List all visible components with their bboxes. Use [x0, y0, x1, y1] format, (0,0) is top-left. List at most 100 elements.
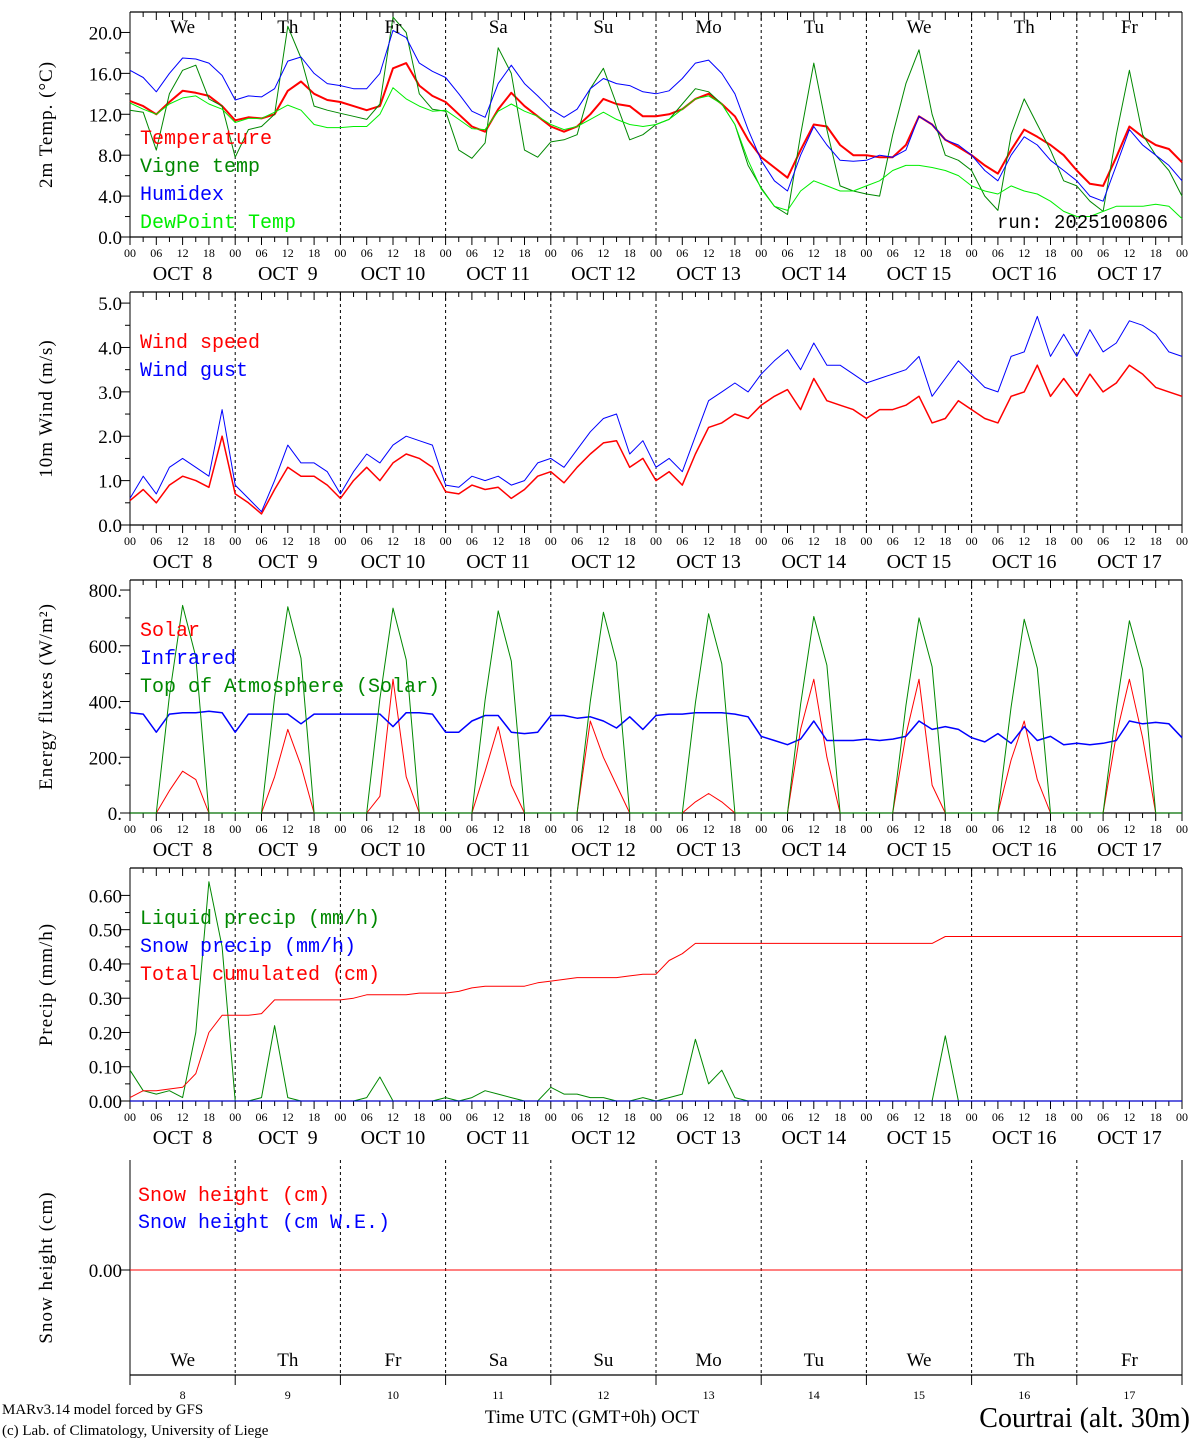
hour-label: 06 [782, 1110, 794, 1124]
legend-entry: Snow height (cm W.E.) [138, 1212, 390, 1235]
hour-label: 12 [282, 822, 294, 836]
hour-label: 12 [387, 534, 399, 548]
day-number: 10 [387, 1388, 399, 1402]
hour-label: 12 [808, 1110, 820, 1124]
hour-label: 06 [782, 246, 794, 260]
y-axis-label: 2m Temp. (°C) [36, 61, 57, 188]
hour-label: 18 [1045, 822, 1057, 836]
hour-label: 12 [1123, 1110, 1135, 1124]
date-label: OCT 16 [992, 839, 1057, 861]
hour-label: 00 [1071, 822, 1083, 836]
hour-label: 12 [177, 534, 189, 548]
y-tick-label: 12.0 [89, 105, 122, 126]
legend-entry: Snow height (cm) [138, 1185, 330, 1208]
date-label: OCT 11 [466, 1127, 530, 1149]
hour-label: 18 [624, 534, 636, 548]
hour-label: 12 [597, 1110, 609, 1124]
hour-label: 00 [1071, 534, 1083, 548]
date-label: OCT 10 [361, 551, 426, 573]
date-label: OCT 13 [676, 263, 741, 285]
hour-label: 00 [124, 822, 136, 836]
panel-3 [120, 579, 1183, 821]
hour-label: 00 [124, 1110, 136, 1124]
date-label: OCT 9 [258, 263, 318, 285]
hour-label: 00 [229, 246, 241, 260]
hour-label: 00 [1176, 822, 1188, 836]
hour-label: 12 [703, 1110, 715, 1124]
y-tick-label: 20.0 [89, 23, 122, 44]
hour-label: 12 [492, 1110, 504, 1124]
weekday-label: We [907, 17, 932, 38]
hour-label: 18 [834, 822, 846, 836]
day-number: 15 [913, 1388, 925, 1402]
y-tick-label: 0.20 [89, 1023, 122, 1044]
hour-label: 12 [282, 246, 294, 260]
hour-label: 06 [1097, 534, 1109, 548]
hour-label: 00 [966, 822, 978, 836]
day-number: 12 [597, 1388, 609, 1402]
panel-5 [120, 1160, 1183, 1385]
hour-label: 12 [492, 534, 504, 548]
y-tick-label: 0.0 [98, 516, 122, 537]
weekday-label: Th [277, 17, 299, 38]
date-label: OCT 9 [258, 551, 318, 573]
weekday-label: Fr [385, 17, 403, 38]
hour-label: 18 [1150, 246, 1162, 260]
y-axis-label: Energy fluxes (W/m²) [36, 603, 57, 790]
date-label: OCT 16 [992, 1127, 1057, 1149]
date-label: OCT 8 [153, 263, 213, 285]
hour-label: 00 [334, 246, 346, 260]
date-label: OCT 9 [258, 839, 318, 861]
hour-label: 12 [703, 822, 715, 836]
weekday-label: Fr [1121, 17, 1139, 38]
hour-label: 00 [334, 1110, 346, 1124]
hour-label: 18 [624, 246, 636, 260]
series-line-humidex [129, 29, 1183, 202]
hour-label: 18 [203, 1110, 215, 1124]
date-label: OCT 15 [887, 1127, 952, 1149]
date-label: OCT 13 [676, 839, 741, 861]
hour-label: 06 [1097, 822, 1109, 836]
hour-label: 00 [440, 1110, 452, 1124]
hour-label: 18 [939, 246, 951, 260]
hour-label: 12 [177, 822, 189, 836]
hour-label: 06 [782, 534, 794, 548]
lab-credit: (c) Lab. of Climatology, University of L… [2, 1423, 269, 1439]
hour-label: 12 [808, 822, 820, 836]
hour-label: 00 [966, 1110, 978, 1124]
day-number: 9 [285, 1388, 291, 1402]
date-label: OCT 8 [153, 1127, 213, 1149]
series-line-wind-gust [129, 315, 1183, 513]
date-label: OCT 10 [361, 263, 426, 285]
hour-label: 12 [1018, 1110, 1030, 1124]
hour-label: 00 [860, 246, 872, 260]
hour-label: 18 [413, 1110, 425, 1124]
weekday-label: We [907, 1350, 932, 1371]
date-label: OCT 15 [887, 839, 952, 861]
weekday-label: Fr [385, 1350, 403, 1371]
legend-entry: Vigne temp [140, 156, 260, 179]
hour-label: 18 [729, 1110, 741, 1124]
hour-label: 18 [1150, 1110, 1162, 1124]
hour-label: 00 [650, 822, 662, 836]
hour-label: 18 [939, 534, 951, 548]
hour-label: 12 [703, 534, 715, 548]
y-tick-label: 3.0 [98, 383, 122, 404]
location-title: Courtrai (alt. 30m) [979, 1403, 1190, 1434]
hour-label: 18 [203, 246, 215, 260]
hour-label: 12 [913, 1110, 925, 1124]
y-tick-label: 16.0 [89, 64, 122, 85]
weekday-label: Th [1014, 17, 1036, 38]
hour-label: 00 [229, 1110, 241, 1124]
hour-label: 18 [519, 822, 531, 836]
hour-label: 18 [519, 246, 531, 260]
panel-1 [120, 11, 1183, 245]
date-label: OCT 13 [676, 1127, 741, 1149]
hour-label: 00 [755, 534, 767, 548]
hour-label: 06 [361, 1110, 373, 1124]
date-label: OCT 12 [571, 1127, 636, 1149]
hour-label: 12 [1018, 534, 1030, 548]
hour-label: 18 [519, 1110, 531, 1124]
date-label: OCT 15 [887, 551, 952, 573]
